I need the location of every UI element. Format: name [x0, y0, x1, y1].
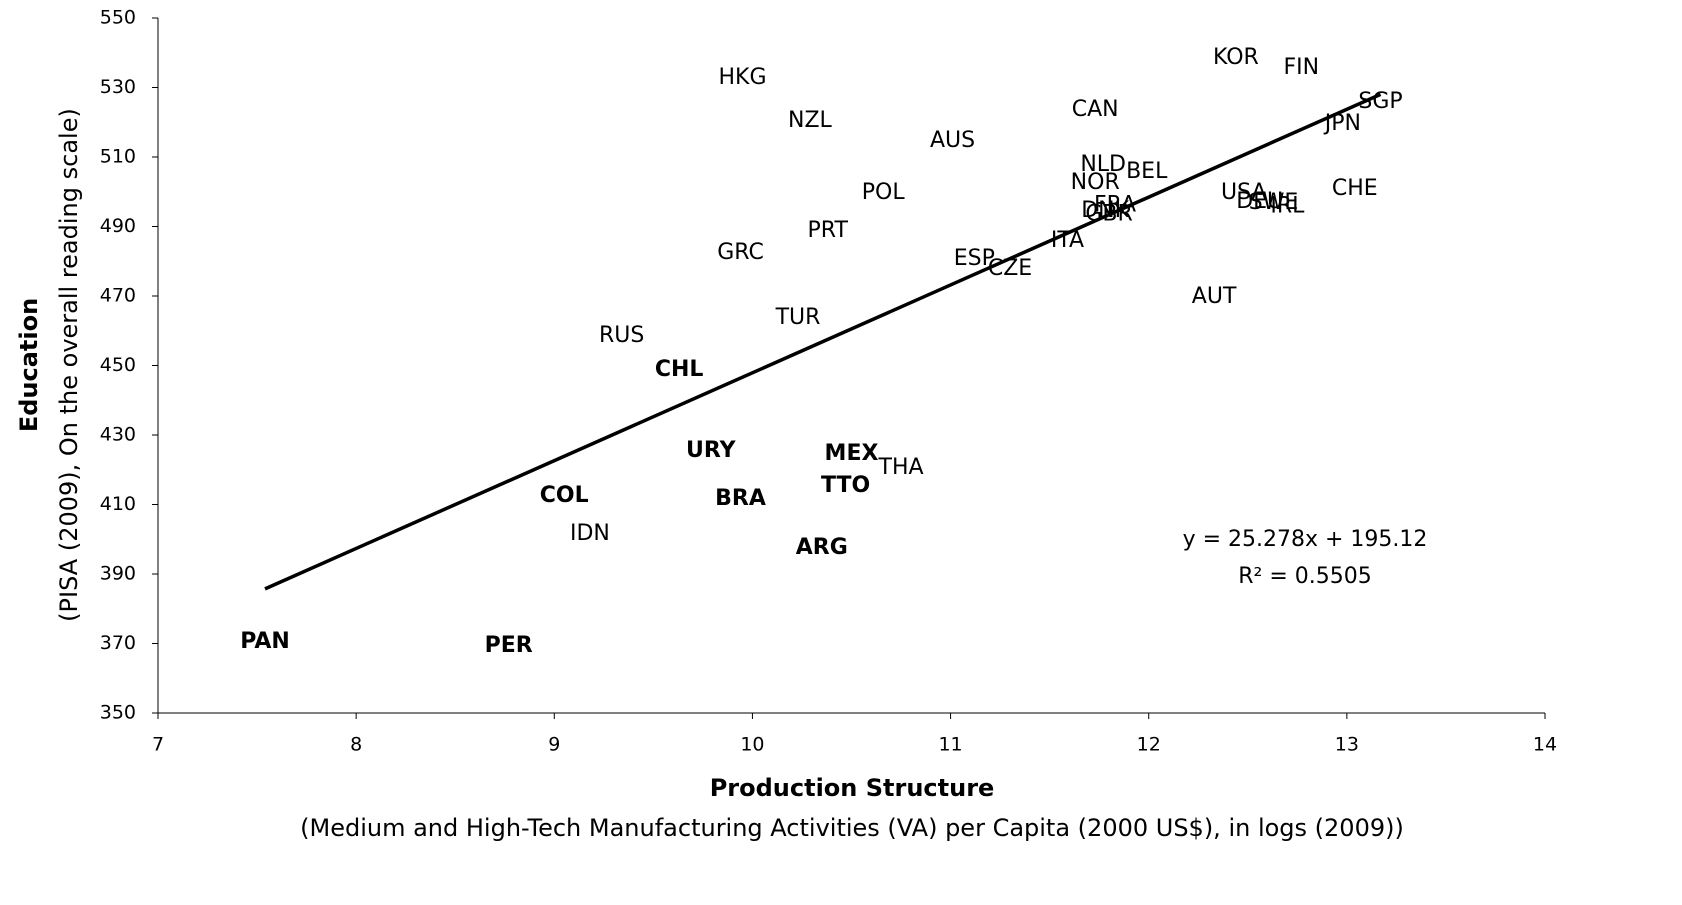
point-label: MEX — [825, 441, 879, 466]
trendline — [264, 92, 1382, 591]
y-tick-label: 410 — [100, 493, 136, 515]
point-label: SWE — [1249, 190, 1299, 215]
point-label: IDN — [570, 521, 610, 546]
trend-equation: y = 25.278x + 195.12 — [1183, 527, 1428, 552]
x-tick-label: 10 — [740, 734, 764, 756]
point-label: AUS — [930, 128, 975, 153]
x-tick-label: 7 — [152, 734, 164, 756]
point-label: CZE — [988, 256, 1032, 281]
y-tick-label: 550 — [100, 7, 136, 29]
y-tick-label: 390 — [100, 563, 136, 585]
point-label: ESP — [954, 246, 995, 271]
y-tick-label: 370 — [100, 632, 136, 654]
point-label: COL — [540, 483, 589, 508]
x-subtitle: (Medium and High-Tech Manufacturing Acti… — [300, 814, 1404, 842]
y-tick-label: 430 — [100, 424, 136, 446]
point-label: FRA — [1094, 193, 1136, 218]
y-tick-label: 490 — [100, 215, 136, 237]
point-label: NZL — [788, 108, 833, 133]
y-tick-label: 510 — [100, 146, 136, 168]
point-label: NOR — [1071, 170, 1120, 195]
x-tick-label: 13 — [1335, 734, 1359, 756]
x-tick-label: 8 — [350, 734, 362, 756]
x-title: Production Structure — [710, 774, 995, 802]
point-label: THA — [878, 455, 924, 480]
point-label: USA — [1221, 180, 1267, 205]
point-label: SGP — [1358, 89, 1402, 114]
point-label: TTO — [821, 473, 870, 498]
point-label: RUS — [599, 323, 644, 348]
point-label: ARG — [796, 535, 848, 560]
x-tick-label: 9 — [548, 734, 560, 756]
y-tick-label: 450 — [100, 354, 136, 376]
point-label: GRC — [717, 240, 764, 265]
point-label: KOR — [1213, 45, 1259, 70]
x-tick-label: 14 — [1533, 734, 1557, 756]
r-squared: R² = 0.5505 — [1238, 564, 1372, 589]
y-tick-label: 350 — [100, 702, 136, 724]
point-label: NLD — [1080, 152, 1126, 177]
point-label: URY — [686, 438, 737, 463]
point-label: PER — [485, 633, 533, 658]
point-label: JPN — [1323, 111, 1361, 136]
x-tick-label: 12 — [1137, 734, 1161, 756]
point-label: AUT — [1192, 284, 1237, 309]
point-label: CHL — [655, 357, 704, 382]
y-title: Education — [15, 298, 43, 432]
x-tick-label: 11 — [938, 734, 962, 756]
point-label: ITA — [1051, 228, 1084, 253]
point-label: BRA — [715, 486, 766, 511]
point-label: PAN — [240, 629, 290, 654]
point-label: FIN — [1283, 55, 1319, 80]
point-label: HKG — [719, 65, 767, 90]
y-tick-label: 470 — [100, 285, 136, 307]
point-label: CAN — [1072, 97, 1119, 122]
point-label: BEL — [1126, 159, 1168, 184]
point-label: CHE — [1332, 176, 1378, 201]
point-label: DNK — [1081, 198, 1129, 223]
point-label: IRL — [1270, 194, 1305, 219]
y-subtitle: (PISA (2009), On the overall reading sca… — [55, 108, 83, 622]
point-label: POL — [862, 180, 906, 205]
y-tick-label: 530 — [100, 76, 136, 98]
point-label: TUR — [775, 305, 821, 330]
point-label: DEU — [1236, 189, 1283, 214]
point-label: GBR — [1085, 201, 1132, 226]
point-label: PRT — [808, 218, 849, 243]
